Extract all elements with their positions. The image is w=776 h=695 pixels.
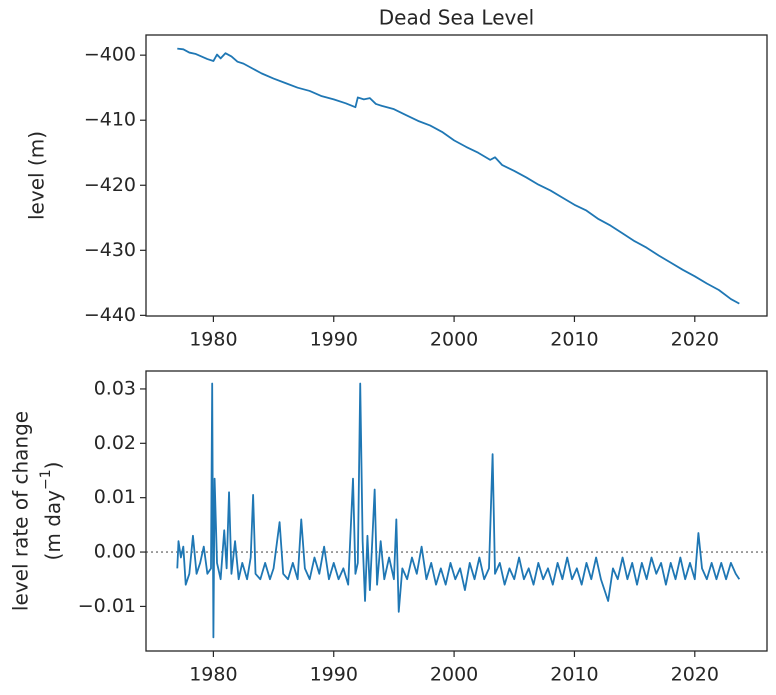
x-tick-label: 2010 <box>550 329 598 351</box>
y-axis-label: level rate of change <box>9 411 33 611</box>
y-tick-label: −440 <box>84 304 136 326</box>
x-tick-label: 2000 <box>430 329 478 351</box>
x-tick-label: 1980 <box>189 664 237 686</box>
y-tick-label: 0.01 <box>94 486 136 508</box>
y-tick-label: −400 <box>84 44 136 66</box>
axes-frame <box>145 370 768 652</box>
axes-frame <box>145 34 768 317</box>
y-tick-label: −430 <box>84 239 136 261</box>
y-tick-label: 0.02 <box>94 432 136 454</box>
x-tick-label: 2020 <box>671 664 719 686</box>
y-tick-label: −0.01 <box>78 595 136 617</box>
x-tick-label: 2000 <box>430 664 478 686</box>
x-tick-label: 1990 <box>310 329 358 351</box>
unit-text: (m day <box>41 490 65 561</box>
unit-exponent: −1 <box>38 469 54 490</box>
x-tick-label: 2010 <box>550 664 598 686</box>
y-axis-unit: (m day−1) <box>38 462 65 561</box>
x-tick-label: 1980 <box>189 329 237 351</box>
data-line <box>176 382 741 639</box>
y-axis-label: level (m) <box>25 131 49 220</box>
y-tick-label: 0.03 <box>94 377 136 399</box>
y-tick-label: 0.00 <box>94 541 136 563</box>
y-tick-label: −410 <box>84 109 136 131</box>
chart-title: Dead Sea Level <box>379 6 534 30</box>
x-tick-label: 2020 <box>671 329 719 351</box>
data-line <box>177 47 740 305</box>
y-tick-label: −420 <box>84 174 136 196</box>
x-tick-label: 1990 <box>310 664 358 686</box>
unit-close: ) <box>41 462 65 470</box>
